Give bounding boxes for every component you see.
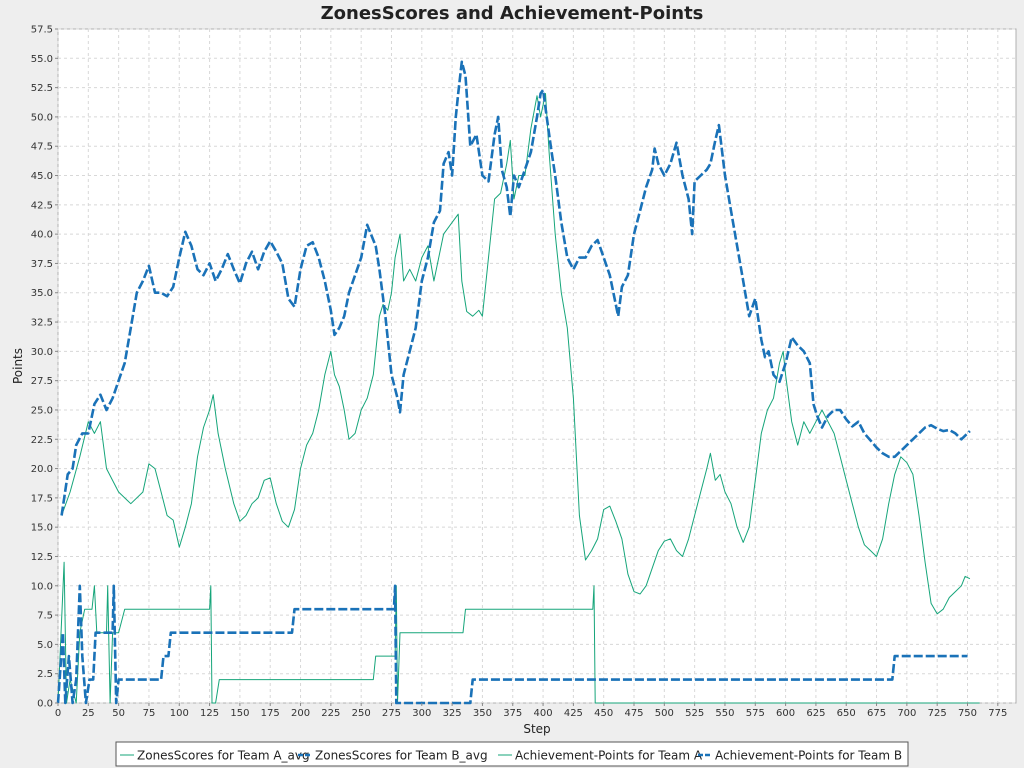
series-line-2: [56, 584, 968, 705]
y-tick-label: 20.0: [31, 464, 53, 475]
y-tick-label: 50.0: [31, 112, 53, 123]
x-tick-label: 525: [685, 708, 704, 719]
x-axis-ticks: 0 25 50 75 100 125 150 175 200 225 250 275 300 325 350…: [55, 703, 1007, 719]
x-tick-label: 175: [261, 708, 280, 719]
x-tick-label: 275: [382, 708, 401, 719]
chart-title: ZonesScores and Achievement-Points: [321, 3, 704, 24]
plot-area: [57, 28, 1017, 704]
x-tick-label: 25: [82, 708, 95, 719]
y-tick-label: 45.0: [31, 171, 53, 182]
x-tick-label: 550: [715, 708, 734, 719]
x-tick-label: 600: [776, 708, 795, 719]
y-tick-label: 22.5: [31, 435, 53, 446]
y-tick-label: 55.0: [31, 54, 53, 65]
series-line-3: [61, 93, 971, 615]
y-axis-label: Points: [11, 348, 25, 384]
series-line-4: [60, 60, 971, 516]
y-tick-label: 5.0: [37, 640, 53, 651]
x-tick-label: 300: [412, 708, 431, 719]
legend-box: [115, 741, 909, 767]
y-tick-label: 27.5: [31, 376, 53, 387]
y-tick-label: 15.0: [31, 523, 53, 534]
legend-label-4: Achievement-Points for Team B: [715, 749, 902, 763]
x-tick-label: 125: [200, 708, 219, 719]
x-tick-label: 250: [352, 708, 371, 719]
legend: ZonesScores for Team A_avg ZonesScores fo…: [120, 749, 902, 763]
x-tick-label: 575: [746, 708, 765, 719]
x-tick-label: 350: [473, 708, 492, 719]
x-tick-label: 150: [230, 708, 249, 719]
y-tick-label: 30.0: [31, 347, 53, 358]
y-tick-label: 10.0: [31, 581, 53, 592]
y-tick-label: 57.5: [31, 25, 53, 36]
x-tick-label: 225: [321, 708, 340, 719]
x-tick-label: 200: [291, 708, 310, 719]
x-tick-label: 700: [897, 708, 916, 719]
x-tick-label: 0: [55, 708, 61, 719]
x-tick-label: 475: [624, 708, 643, 719]
y-tick-label: 37.5: [31, 259, 53, 270]
grid: [57, 28, 1016, 704]
x-tick-label: 400: [534, 708, 553, 719]
x-tick-label: 325: [443, 708, 462, 719]
x-tick-label: 75: [143, 708, 156, 719]
x-tick-label: 775: [988, 708, 1007, 719]
legend-label-2: ZonesScores for Team B_avg: [315, 749, 488, 763]
y-tick-label: 7.5: [37, 611, 53, 622]
y-tick-label: 0.0: [37, 699, 53, 710]
x-tick-label: 725: [928, 708, 947, 719]
x-tick-label: 675: [867, 708, 886, 719]
y-tick-label: 35.0: [31, 288, 53, 299]
y-tick-label: 17.5: [31, 493, 53, 504]
x-tick-label: 50: [112, 708, 125, 719]
y-tick-label: 40.0: [31, 230, 53, 241]
x-tick-label: 650: [837, 708, 856, 719]
y-tick-label: 42.5: [31, 200, 53, 211]
y-tick-label: 32.5: [31, 318, 53, 329]
series-layer: [56, 60, 980, 705]
x-tick-label: 750: [958, 708, 977, 719]
x-tick-label: 375: [503, 708, 522, 719]
x-tick-label: 625: [806, 708, 825, 719]
y-tick-label: 12.5: [31, 552, 53, 563]
y-tick-label: 47.5: [31, 142, 53, 153]
x-tick-label: 100: [170, 708, 189, 719]
y-axis-ticks: 0.0 2.5 5.0 7.5 10.0 12.5 15.0 17.5 20.0 22.5 25.0…: [31, 25, 58, 710]
x-tick-label: 425: [564, 708, 583, 719]
legend-label-3: Achievement-Points for Team A: [515, 749, 703, 763]
y-tick-label: 52.5: [31, 83, 53, 94]
y-tick-label: 2.5: [37, 669, 53, 680]
x-tick-label: 500: [655, 708, 674, 719]
x-tick-label: 450: [594, 708, 613, 719]
x-axis-label: Step: [523, 722, 550, 736]
legend-label-1: ZonesScores for Team A_avg: [137, 749, 310, 763]
y-tick-label: 25.0: [31, 405, 53, 416]
